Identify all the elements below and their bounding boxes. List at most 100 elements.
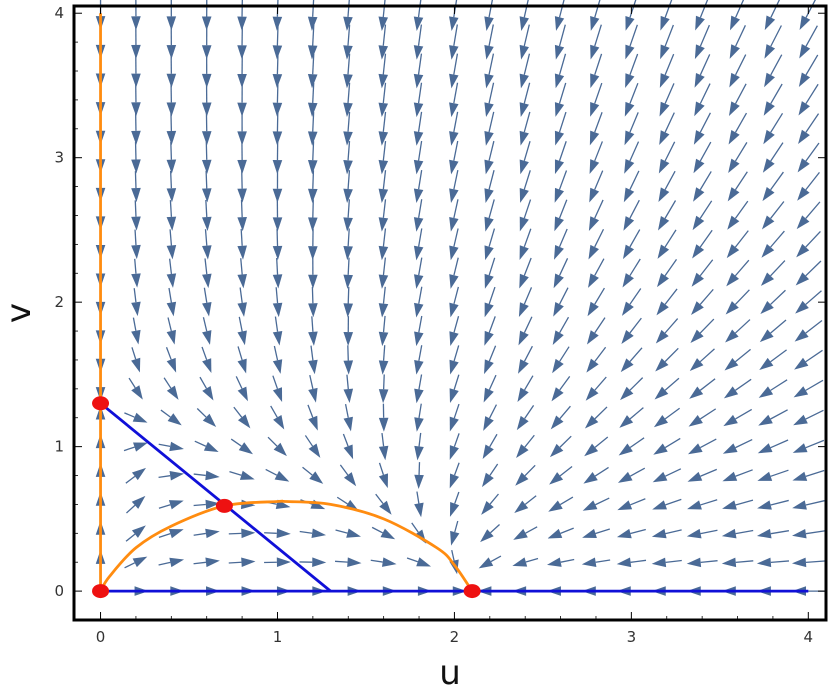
vector-arrow <box>378 140 389 175</box>
arrow-head <box>166 245 177 260</box>
arrow-head <box>413 45 424 60</box>
vector-arrow <box>657 229 677 259</box>
arrow-head <box>793 386 809 398</box>
arrow-shaft <box>664 24 674 47</box>
arrow-shaft <box>665 529 682 535</box>
vector-arrow <box>586 346 607 373</box>
arrow-head <box>552 358 564 374</box>
vector-arrow <box>264 557 291 568</box>
vector-arrow <box>587 287 605 317</box>
vector-arrow <box>449 345 460 375</box>
arrow-head <box>690 329 704 344</box>
arrow-head <box>621 301 634 316</box>
vector-arrow <box>131 112 141 145</box>
arrow-shaft <box>347 286 350 304</box>
arrow-head <box>308 303 318 318</box>
vector-arrow <box>484 286 496 318</box>
arrow-head <box>166 301 177 317</box>
vector-arrow <box>516 434 535 459</box>
vector-arrow <box>371 526 396 540</box>
arrow-shaft <box>312 170 315 189</box>
arrow-head <box>413 131 424 146</box>
vector-arrow <box>272 112 283 146</box>
vector-arrow <box>693 171 712 202</box>
arrow-shaft <box>734 112 748 133</box>
arrow-head <box>414 331 424 347</box>
arrow-shaft <box>229 471 242 476</box>
vector-arrow <box>687 468 718 482</box>
vector-arrow <box>193 528 220 539</box>
arrow-head <box>724 357 739 371</box>
vector-arrow <box>378 170 389 204</box>
vector-arrow <box>512 557 539 567</box>
arrow-head <box>131 301 141 317</box>
arrow-shaft <box>347 0 350 17</box>
arrow-head <box>759 357 774 371</box>
arrow-head <box>756 528 772 539</box>
arrow-shaft <box>193 532 207 536</box>
arrow-shaft <box>270 405 278 418</box>
arrow-head <box>308 246 318 261</box>
arrow-head <box>657 244 670 259</box>
vector-arrow <box>796 230 821 258</box>
vector-arrow <box>694 54 711 88</box>
arrow-shaft <box>595 559 611 563</box>
arrow-shaft <box>699 318 715 334</box>
vector-arrow <box>589 111 603 146</box>
arrow-shaft <box>558 287 569 305</box>
arrow-head <box>518 330 529 346</box>
vector-arrow <box>343 141 353 175</box>
vector-arrow <box>762 171 784 202</box>
arrow-head <box>378 188 389 204</box>
arrow-shaft <box>275 287 279 304</box>
vector-arrow <box>760 289 786 315</box>
vector-arrow <box>687 499 718 510</box>
vector-arrow <box>761 230 785 258</box>
arrow-head <box>449 73 459 89</box>
vector-arrow <box>554 170 568 203</box>
arrow-head <box>791 557 807 568</box>
y-tick-label: 4 <box>54 4 64 22</box>
arrow-shaft <box>204 258 208 275</box>
arrow-head <box>792 528 807 539</box>
vector-arrow <box>651 557 682 568</box>
vector-arrow <box>343 111 353 146</box>
vector-arrow <box>343 199 353 232</box>
arrow-shaft <box>347 82 351 104</box>
vector-arrow <box>450 520 460 546</box>
arrow-head <box>343 102 353 117</box>
arrow-head <box>722 443 738 454</box>
vector-arrow <box>659 53 675 88</box>
vector-arrow <box>308 374 318 403</box>
vector-arrow <box>194 440 219 453</box>
arrow-shaft <box>205 199 208 218</box>
vector-arrow <box>792 439 825 453</box>
arrow-shaft <box>629 377 644 391</box>
arrow-head <box>585 386 599 401</box>
vector-arrow <box>625 53 639 89</box>
arrow-shaft <box>770 409 788 420</box>
arrow-head <box>414 474 424 489</box>
vector-arrow <box>233 406 251 429</box>
arrow-shaft <box>265 468 278 476</box>
arrow-shaft <box>523 111 531 133</box>
arrow-head <box>721 528 737 539</box>
vector-arrow <box>125 467 147 484</box>
arrow-shaft <box>382 374 385 390</box>
vector-arrow <box>622 258 641 288</box>
vector-arrow <box>237 170 247 203</box>
vector-arrow <box>480 523 500 543</box>
arrow-head <box>308 387 318 403</box>
arrow-head <box>686 557 702 568</box>
arrow-shaft <box>454 520 459 533</box>
arrow-shaft <box>523 0 529 18</box>
arrow-shaft <box>805 201 821 219</box>
arrow-head <box>166 159 177 174</box>
arrow-head <box>346 528 361 538</box>
vector-arrow <box>616 557 647 568</box>
arrow-head <box>590 44 600 60</box>
arrow-head <box>589 187 600 203</box>
arrow-shaft <box>347 53 351 75</box>
arrow-shaft <box>594 199 604 219</box>
arrow-head <box>413 159 424 175</box>
